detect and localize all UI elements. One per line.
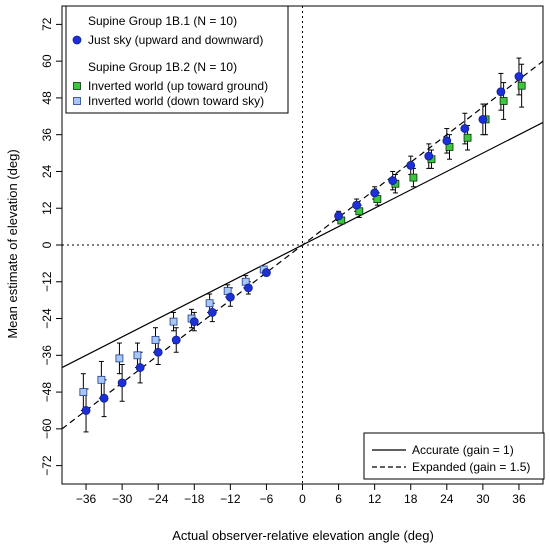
point-just-sky xyxy=(99,393,109,403)
legend-label-inverted-up: Inverted world (up toward ground) xyxy=(88,79,268,93)
point-just-sky xyxy=(117,378,127,388)
y-axis-label: Mean estimate of elevation (deg) xyxy=(5,149,20,338)
point-inverted-up xyxy=(499,97,508,105)
legend-marker-inverted-down xyxy=(73,97,81,105)
y-tick-label: −12 xyxy=(40,271,54,292)
point-just-sky xyxy=(442,136,452,146)
point-inverted-down xyxy=(97,375,106,384)
point-just-sky xyxy=(189,317,199,327)
point-just-sky xyxy=(225,292,235,302)
x-tick-label: −18 xyxy=(184,492,205,506)
point-inverted-up xyxy=(517,81,526,90)
legend-top-left: Supine Group 1B.1 (N = 10) Just sky (upw… xyxy=(65,5,289,114)
point-inverted-up xyxy=(463,133,472,142)
point-just-sky xyxy=(514,72,524,81)
legend-group1-title: Supine Group 1B.1 (N = 10) xyxy=(88,14,237,28)
point-just-sky xyxy=(334,211,343,221)
legend-label-just-sky: Just sky (upward and downward) xyxy=(88,33,263,47)
y-tick-label: −60 xyxy=(40,418,54,439)
x-tick-label: −36 xyxy=(76,492,97,506)
y-tick-label: 0 xyxy=(40,241,54,248)
x-tick-label: 24 xyxy=(440,492,454,506)
point-just-sky xyxy=(171,335,181,345)
legend-marker-inverted-up xyxy=(73,82,81,90)
legend-label-accurate: Accurate (gain = 1) xyxy=(412,443,514,457)
x-axis-label: Actual observer-relative elevation angle… xyxy=(172,528,434,543)
x-tick-label: 30 xyxy=(476,492,490,506)
point-just-sky xyxy=(81,406,91,415)
point-just-sky xyxy=(478,114,488,124)
point-just-sky xyxy=(207,308,217,317)
x-tick-label: −12 xyxy=(220,492,241,506)
y-tick-label: −24 xyxy=(40,308,54,329)
point-just-sky xyxy=(496,87,506,97)
point-just-sky xyxy=(352,200,362,210)
zero-lines xyxy=(62,6,543,484)
x-tick-label: −6 xyxy=(260,492,274,506)
legend-label-inverted-down: Inverted world (down toward sky) xyxy=(88,94,264,108)
point-inverted-down xyxy=(169,317,178,326)
y-tick-label: −48 xyxy=(40,382,54,403)
point-just-sky xyxy=(370,188,380,198)
point-inverted-down xyxy=(115,354,124,363)
point-inverted-down xyxy=(151,336,160,344)
y-tick-label: 72 xyxy=(40,17,54,31)
y-tick-label: 12 xyxy=(40,201,54,215)
x-tick-label: 18 xyxy=(404,492,418,506)
point-inverted-down xyxy=(133,351,142,360)
point-just-sky xyxy=(243,283,253,293)
legend-group2-title: Supine Group 1B.2 (N = 10) xyxy=(88,60,237,74)
point-just-sky xyxy=(406,160,416,170)
y-tick-label: 24 xyxy=(40,164,54,178)
y-tick-label: −72 xyxy=(40,455,54,476)
legend-bottom-right: Accurate (gain = 1) Expanded (gain = 1.5… xyxy=(363,432,545,480)
y-tick-label: 36 xyxy=(40,128,54,142)
point-just-sky xyxy=(262,268,271,277)
x-tick-label: −24 xyxy=(148,492,169,506)
x-tick-label: −30 xyxy=(112,492,133,506)
point-just-sky xyxy=(460,124,470,133)
x-tick-label: 6 xyxy=(335,492,342,506)
x-tick-label: 0 xyxy=(299,492,306,506)
data-markers xyxy=(79,72,526,415)
legend-marker-just-sky xyxy=(72,35,82,45)
point-just-sky xyxy=(424,151,434,161)
x-tick-label: 12 xyxy=(368,492,382,506)
legend-bottom-right-box xyxy=(363,432,545,480)
y-tick-label: 60 xyxy=(40,54,54,68)
axes: −36 −30 −24 −18 −12 −6 0 6 12 18 24 30 36−72−60−48−3… xyxy=(40,5,544,506)
point-just-sky xyxy=(153,347,163,357)
point-inverted-up xyxy=(409,173,418,182)
y-tick-label: 48 xyxy=(40,91,54,105)
x-tick-label: 36 xyxy=(512,492,526,506)
legend-label-expanded: Expanded (gain = 1.5) xyxy=(412,460,530,474)
point-inverted-down xyxy=(79,388,88,396)
point-just-sky xyxy=(135,363,145,372)
point-inverted-down xyxy=(205,299,214,308)
y-tick-label: −36 xyxy=(40,345,54,366)
legend-top-left-box xyxy=(65,5,289,114)
point-just-sky xyxy=(388,176,398,186)
